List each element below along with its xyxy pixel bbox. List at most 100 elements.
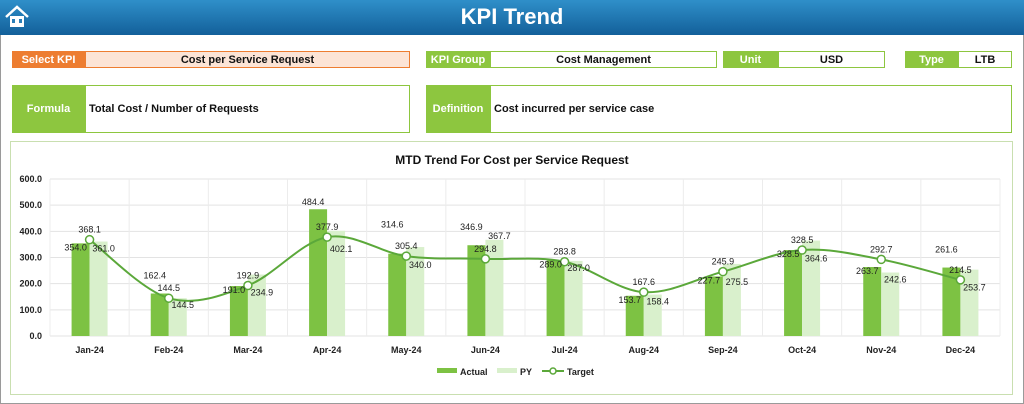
legend-target-label: Target [567, 367, 594, 377]
data-label-py: 340.0 [409, 260, 432, 270]
target-marker [401, 251, 411, 261]
target-marker [84, 234, 95, 245]
data-label-target: 294.8 [474, 244, 497, 254]
bar-actual [229, 286, 248, 336]
bar-py [406, 247, 425, 336]
bar-py [722, 263, 741, 336]
data-label-py: 253.7 [963, 283, 986, 293]
bar-py [960, 269, 979, 336]
bar-py [89, 241, 108, 336]
data-label-target: 167.6 [632, 277, 655, 287]
data-label-py: 402.1 [330, 244, 353, 254]
bar-actual [863, 266, 882, 336]
y-tick-label: 0.0 [29, 331, 42, 341]
bar-py [564, 260, 583, 336]
data-label-actual: 261.6 [935, 245, 958, 255]
target-marker [639, 287, 649, 297]
kpi-group-label: KPI Group [426, 51, 490, 68]
target-marker [955, 275, 966, 285]
bar-py [327, 230, 346, 336]
x-tick-label: Nov-24 [866, 345, 896, 355]
bar-actual [71, 243, 90, 336]
data-label-actual: 328.5 [777, 249, 800, 259]
data-label-actual: 227.7 [698, 275, 721, 285]
data-label-target: 377.9 [316, 222, 339, 232]
x-tick-label: May-24 [391, 345, 422, 355]
bar-actual [467, 245, 486, 336]
data-label-target: 328.5 [791, 235, 814, 245]
data-label-actual: 191.0 [223, 285, 246, 295]
data-label-target: 283.8 [553, 247, 576, 257]
home-icon[interactable] [4, 4, 30, 30]
data-label-actual: 289.0 [539, 259, 562, 269]
legend-actual-label: Actual [460, 367, 488, 377]
data-label-target: 192.9 [237, 271, 260, 281]
x-tick-label: Jan-24 [75, 345, 104, 355]
data-label-actual: 346.9 [460, 222, 483, 232]
formula-value: Total Cost / Number of Requests [85, 85, 410, 133]
bar-actual [704, 276, 723, 336]
x-tick-label: Mar-24 [233, 345, 262, 355]
bar-py [485, 239, 504, 336]
data-label-actual: 484.4 [302, 197, 325, 207]
data-label-actual: 314.6 [381, 220, 404, 230]
data-label-target: 245.9 [712, 257, 735, 267]
target-marker [718, 266, 728, 277]
data-label-actual: 153.7 [618, 295, 641, 305]
unit-label: Unit [723, 51, 778, 68]
page-title: KPI Trend [460, 4, 564, 29]
unit-value: USD [778, 51, 885, 68]
y-tick-label: 400.0 [19, 226, 42, 236]
target-marker [480, 254, 491, 264]
x-tick-label: Aug-24 [628, 345, 659, 355]
y-tick-label: 600.0 [19, 174, 42, 184]
data-label-target: 214.5 [949, 265, 972, 275]
bar-py [802, 240, 821, 336]
target-marker [164, 293, 174, 303]
data-label-py: 367.7 [488, 231, 511, 241]
x-tick-label: Jun-24 [471, 345, 500, 355]
bar-actual [942, 267, 961, 336]
definition-label: Definition [426, 85, 490, 133]
data-label-py: 242.6 [884, 275, 907, 285]
data-label-py: 364.6 [805, 254, 828, 264]
data-label-py: 287.0 [567, 263, 590, 273]
data-label-actual: 162.4 [143, 271, 166, 281]
x-tick-label: Oct-24 [788, 345, 816, 355]
legend-py-swatch [497, 368, 517, 373]
data-label-target: 368.1 [78, 225, 101, 235]
data-label-actual: 354.0 [64, 242, 87, 252]
bar-actual [150, 293, 169, 336]
select-kpi-dropdown[interactable]: Cost per Service Request [85, 51, 410, 68]
legend-actual-swatch [437, 368, 457, 373]
target-marker [876, 254, 886, 265]
x-tick-label: Apr-24 [313, 345, 342, 355]
data-label-target: 144.5 [157, 283, 180, 293]
bar-py [168, 298, 187, 336]
data-label-py: 234.9 [251, 288, 274, 298]
legend-target-marker [549, 367, 557, 375]
bar-actual [625, 295, 644, 336]
data-label-target: 305.4 [395, 241, 418, 251]
data-label-py: 275.5 [726, 277, 749, 287]
formula-label: Formula [12, 85, 85, 133]
y-tick-label: 100.0 [19, 305, 42, 315]
kpi-group-value: Cost Management [490, 51, 717, 68]
x-tick-label: Jul-24 [552, 345, 578, 355]
y-tick-label: 300.0 [19, 253, 42, 263]
y-tick-label: 500.0 [19, 200, 42, 210]
x-tick-label: Dec-24 [946, 345, 976, 355]
data-label-py: 158.4 [646, 297, 669, 307]
data-label-target: 292.7 [870, 244, 893, 254]
data-label-actual: 263.7 [856, 266, 879, 276]
target-marker [243, 280, 253, 291]
type-label: Type [905, 51, 958, 68]
x-tick-label: Feb-24 [154, 345, 183, 355]
chart-container [10, 141, 1013, 395]
bar-actual [546, 260, 565, 336]
x-tick-label: Sep-24 [708, 345, 738, 355]
bar-py [643, 294, 662, 336]
legend-py-label: PY [520, 367, 532, 377]
y-tick-label: 200.0 [19, 279, 42, 289]
